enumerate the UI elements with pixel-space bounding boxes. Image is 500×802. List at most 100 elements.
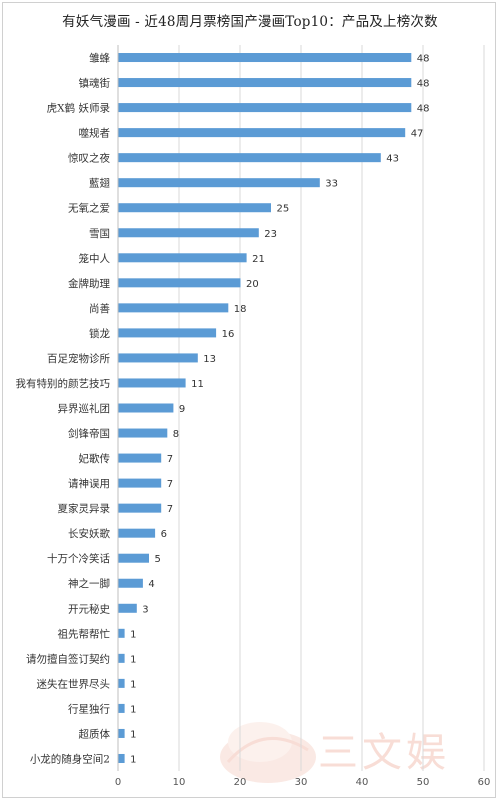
x-tick-label: 40	[356, 777, 369, 788]
data-label: 21	[252, 254, 265, 265]
data-label: 18	[234, 304, 247, 315]
bar	[118, 328, 217, 338]
bar	[118, 553, 149, 563]
category-label: 超质体	[79, 727, 111, 740]
bar	[118, 103, 412, 113]
data-label: 20	[246, 279, 259, 290]
bar	[118, 753, 125, 763]
bar	[118, 678, 125, 688]
category-label: 藍翅	[89, 177, 110, 190]
category-label: 长安妖歌	[68, 527, 110, 540]
category-label: 惊叹之夜	[68, 152, 110, 165]
category-label: 无氧之爱	[68, 202, 110, 215]
x-tick-label: 60	[478, 777, 491, 788]
data-label: 25	[277, 204, 290, 215]
data-label: 4	[148, 579, 154, 590]
chart-title: 有妖气漫画 - 近48周月票榜国产漫画Top10：产品及上榜次数	[62, 14, 438, 30]
data-label: 13	[203, 354, 216, 365]
category-label: 虎X鹤 妖师录	[47, 102, 110, 115]
category-label: 剑锋帝国	[68, 427, 110, 440]
bar	[118, 153, 381, 163]
bar	[118, 403, 174, 413]
watermark-text: 三文娱	[318, 730, 450, 776]
data-label: 1	[130, 654, 136, 665]
bar	[118, 653, 125, 663]
bar	[118, 203, 271, 213]
data-label: 6	[161, 529, 167, 540]
category-label: 十万个冷笑话	[47, 552, 110, 565]
bar	[118, 378, 186, 388]
bar	[118, 478, 162, 488]
bar	[118, 728, 125, 738]
x-tick-label: 30	[295, 777, 308, 788]
bar	[118, 303, 229, 313]
data-label: 9	[179, 404, 185, 415]
category-label: 雏蜂	[89, 52, 110, 65]
bar	[118, 53, 412, 63]
data-label: 7	[167, 479, 173, 490]
category-label: 噬规者	[79, 127, 111, 140]
data-label: 8	[173, 429, 179, 440]
watermark: 三文娱	[208, 702, 498, 792]
category-label: 妃歌传	[79, 452, 111, 465]
bar	[118, 578, 143, 588]
category-label: 请神误用	[68, 477, 110, 490]
bar	[118, 603, 137, 613]
data-label: 43	[386, 154, 399, 165]
x-tick-label: 50	[417, 777, 430, 788]
category-label: 开元秘史	[68, 602, 110, 615]
bar	[118, 178, 320, 188]
bar	[118, 353, 198, 363]
data-label: 48	[417, 54, 430, 65]
bar	[118, 253, 247, 263]
category-label: 神之一脚	[68, 577, 110, 590]
category-label: 笼中人	[79, 252, 111, 265]
data-label: 48	[417, 79, 430, 90]
data-label: 1	[130, 729, 136, 740]
category-label: 雪国	[89, 228, 110, 240]
data-label: 7	[167, 504, 173, 515]
data-label: 23	[264, 229, 277, 240]
category-label: 锁龙	[89, 327, 110, 340]
data-label: 1	[130, 629, 136, 640]
category-label: 我有特别的颜艺技巧	[16, 377, 111, 390]
bar	[118, 128, 406, 138]
category-label: 夏家灵异录	[58, 502, 111, 515]
data-label: 11	[191, 379, 204, 390]
category-label: 小龙的随身空间2	[30, 752, 110, 765]
x-tick-label: 20	[234, 777, 247, 788]
category-label: 祖先帮帮忙	[58, 627, 111, 640]
data-label: 47	[411, 129, 424, 140]
data-label: 33	[325, 179, 338, 190]
bar	[118, 453, 162, 463]
data-label: 1	[130, 754, 136, 765]
watermark-logo-icon	[220, 722, 316, 783]
bar	[118, 628, 125, 638]
data-label: 1	[130, 704, 136, 715]
category-label: 金牌助理	[68, 277, 110, 290]
bar	[118, 703, 125, 713]
category-label: 请勿擅自签订契约	[26, 652, 110, 665]
data-label: 48	[417, 104, 430, 115]
category-label: 迷失在世界尽头	[37, 677, 111, 690]
x-tick-label: 0	[115, 777, 121, 788]
category-label: 异界巡礼团	[58, 402, 111, 415]
data-label: 7	[167, 454, 173, 465]
category-label: 百足宠物诊所	[47, 352, 110, 365]
data-label: 16	[222, 329, 235, 340]
bar	[118, 78, 412, 88]
data-label: 3	[142, 604, 148, 615]
bar	[118, 528, 156, 538]
x-tick-label: 10	[173, 777, 186, 788]
bar	[118, 503, 162, 513]
category-label: 尚善	[89, 302, 110, 315]
bar	[118, 428, 168, 438]
bar	[118, 278, 241, 288]
data-label: 5	[155, 554, 161, 565]
data-label: 1	[130, 679, 136, 690]
category-label: 行星独行	[68, 702, 110, 715]
category-label: 镇魂街	[79, 77, 111, 90]
bar	[118, 228, 259, 238]
